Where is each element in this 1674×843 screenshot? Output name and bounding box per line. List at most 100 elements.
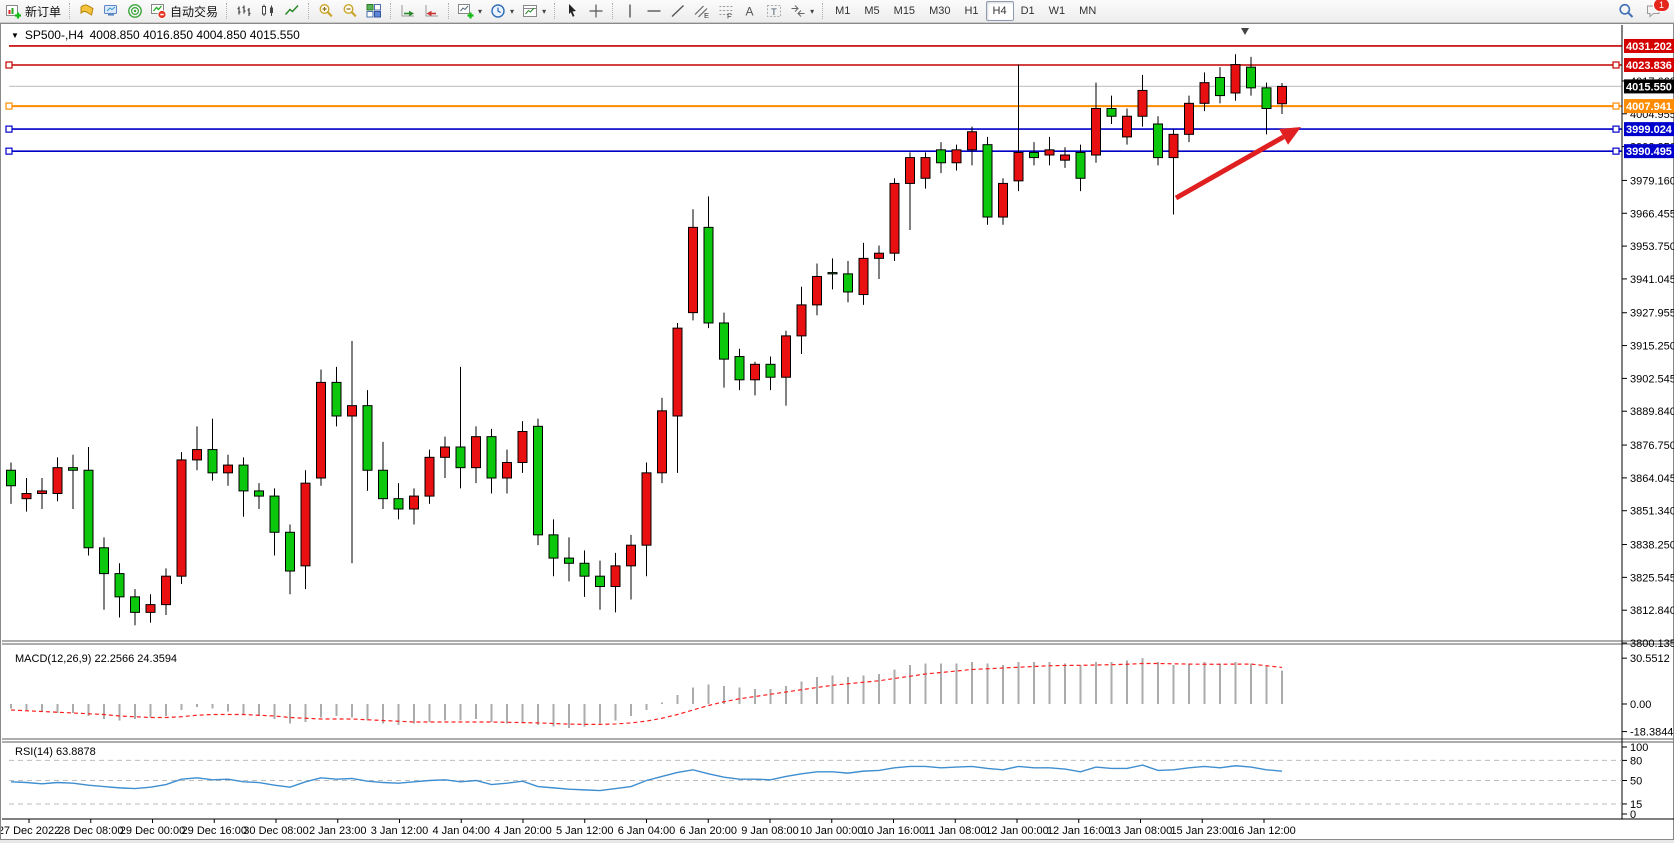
time-tick-label: 6 Jan 20:00 bbox=[680, 825, 738, 837]
autotrading-label: 自动交易 bbox=[170, 4, 219, 19]
toolbar-separator bbox=[822, 3, 824, 19]
price-tick-label: 3812.840 bbox=[1630, 605, 1674, 617]
timeframe-d1[interactable]: D1 bbox=[1020, 5, 1035, 17]
equidistant-channel-button[interactable]: E bbox=[690, 0, 714, 22]
chart-dropdown-icon[interactable]: ▼ bbox=[11, 30, 19, 40]
line-chart-button[interactable] bbox=[280, 0, 304, 22]
candle-body bbox=[1029, 151, 1039, 159]
candle-body bbox=[517, 430, 528, 463]
candle-body bbox=[874, 252, 884, 259]
new-order-button[interactable]: 新订单 bbox=[2, 0, 65, 22]
bar-chart-button[interactable] bbox=[232, 0, 256, 22]
timeframe-m5[interactable]: M5 bbox=[864, 5, 880, 17]
monitor-icon bbox=[103, 3, 119, 19]
line-handle[interactable] bbox=[5, 61, 13, 69]
trend-arrow-line[interactable] bbox=[1174, 134, 1285, 201]
candle-body bbox=[827, 272, 838, 275]
new-chart-button[interactable]: ▾ bbox=[454, 0, 486, 22]
candle-body bbox=[703, 226, 714, 324]
timeframe-m1[interactable]: M1 bbox=[835, 5, 851, 17]
line-handle[interactable] bbox=[5, 102, 13, 110]
text-label-button[interactable]: T bbox=[762, 0, 786, 22]
time-tick-label: 10 Jan 00:00 bbox=[800, 825, 864, 837]
candle-body bbox=[781, 335, 791, 378]
price-tick-label: 3838.250 bbox=[1630, 540, 1674, 552]
timeframe-h1[interactable]: H1 bbox=[964, 5, 979, 17]
cursor-button[interactable] bbox=[560, 0, 584, 22]
bars-icon bbox=[236, 3, 252, 19]
history-center-button[interactable] bbox=[75, 0, 99, 22]
candle-body bbox=[719, 322, 729, 360]
trendline-button[interactable] bbox=[666, 0, 690, 22]
time-tick-label: 15 Jan 23:00 bbox=[1170, 825, 1234, 837]
rsi-label: RSI(14) 63.8878 bbox=[15, 746, 96, 758]
candle-body bbox=[316, 381, 326, 479]
line-handle[interactable] bbox=[1612, 102, 1620, 110]
vertical-line-button[interactable] bbox=[618, 0, 642, 22]
autoscroll-button[interactable] bbox=[396, 0, 420, 22]
candle-body bbox=[285, 531, 295, 572]
autotrading-button[interactable]: 自动交易 bbox=[147, 0, 222, 22]
price-badge-label: 4015.550 bbox=[1626, 81, 1672, 93]
time-tick-label: 2 Jan 23:00 bbox=[309, 825, 367, 837]
timeframe-m15[interactable]: M15 bbox=[893, 5, 916, 17]
shift-icon bbox=[424, 3, 440, 19]
candle-body bbox=[688, 226, 698, 314]
candle-body bbox=[1137, 89, 1148, 117]
chart-symbol-period: SP500-,H4 bbox=[24, 28, 84, 42]
time-tick-label: 5 Jan 12:00 bbox=[556, 825, 614, 837]
chart-shift-button[interactable] bbox=[420, 0, 444, 22]
price-tick-label: 3800.135 bbox=[1630, 638, 1674, 650]
timeframe-h4[interactable]: H4 bbox=[985, 1, 1014, 21]
horizontal-line-button[interactable] bbox=[642, 0, 666, 22]
candle-chart-button[interactable] bbox=[256, 0, 280, 22]
candle-body bbox=[486, 436, 497, 479]
candle-body bbox=[1091, 108, 1101, 156]
svg-text:T: T bbox=[771, 7, 777, 18]
time-tick-label: 29 Dec 00:00 bbox=[120, 825, 185, 837]
notification-badge: 1 bbox=[1653, 0, 1670, 12]
price-tick-label: 3851.340 bbox=[1630, 506, 1674, 518]
fibonacci-button[interactable]: F bbox=[714, 0, 738, 22]
price-badge bbox=[1624, 58, 1674, 72]
chart-canvas[interactable]: 4017.6604004.9553992.2503979.1603966.455… bbox=[1, 24, 1674, 839]
text-button[interactable]: A bbox=[738, 0, 762, 22]
textA-icon: A bbox=[742, 3, 758, 19]
candle-body bbox=[83, 469, 94, 549]
publish-button[interactable] bbox=[99, 0, 123, 22]
line-handle[interactable] bbox=[5, 147, 13, 155]
candle-body bbox=[1277, 85, 1287, 105]
line-handle[interactable] bbox=[1612, 147, 1620, 155]
dropdown-caret-icon: ▾ bbox=[810, 6, 815, 16]
candle-body bbox=[440, 446, 450, 458]
macd-scale-label: 30.5512 bbox=[1630, 653, 1670, 665]
notifications-button[interactable]: 1 bbox=[1644, 0, 1670, 21]
templates-button[interactable]: ▾ bbox=[518, 0, 550, 22]
add-chart-icon bbox=[458, 3, 474, 19]
trendline-icon bbox=[670, 3, 686, 19]
zoom-in-button[interactable] bbox=[314, 0, 338, 22]
timeframe-w1[interactable]: W1 bbox=[1048, 5, 1066, 17]
crosshair-button[interactable] bbox=[584, 0, 608, 22]
candle-body bbox=[1215, 76, 1225, 97]
template-icon bbox=[522, 3, 538, 19]
price-tick-label: 3825.545 bbox=[1630, 572, 1674, 584]
candle-body bbox=[207, 449, 218, 474]
toolbar-separator bbox=[308, 3, 310, 19]
line-handle[interactable] bbox=[5, 125, 13, 133]
candle-body bbox=[37, 490, 47, 495]
line-handle[interactable] bbox=[1612, 61, 1620, 69]
signals-button[interactable] bbox=[123, 0, 147, 22]
line-handle[interactable] bbox=[1612, 125, 1620, 133]
zoom-out-button[interactable] bbox=[338, 0, 362, 22]
chart-window: ▼ SP500-,H4 4008.850 4016.850 4004.850 4… bbox=[0, 23, 1674, 840]
rsi-scale-label: 15 bbox=[1630, 799, 1642, 811]
search-button[interactable] bbox=[1616, 1, 1636, 21]
timeframe-m30[interactable]: M30 bbox=[929, 5, 951, 17]
timeframe-mn[interactable]: MN bbox=[1079, 5, 1097, 17]
tile-windows-button[interactable] bbox=[362, 0, 386, 22]
periods-button[interactable]: ▾ bbox=[486, 0, 518, 22]
rsi-scale-label: 50 bbox=[1630, 776, 1642, 788]
arrows-button[interactable]: ▾ bbox=[786, 0, 818, 22]
